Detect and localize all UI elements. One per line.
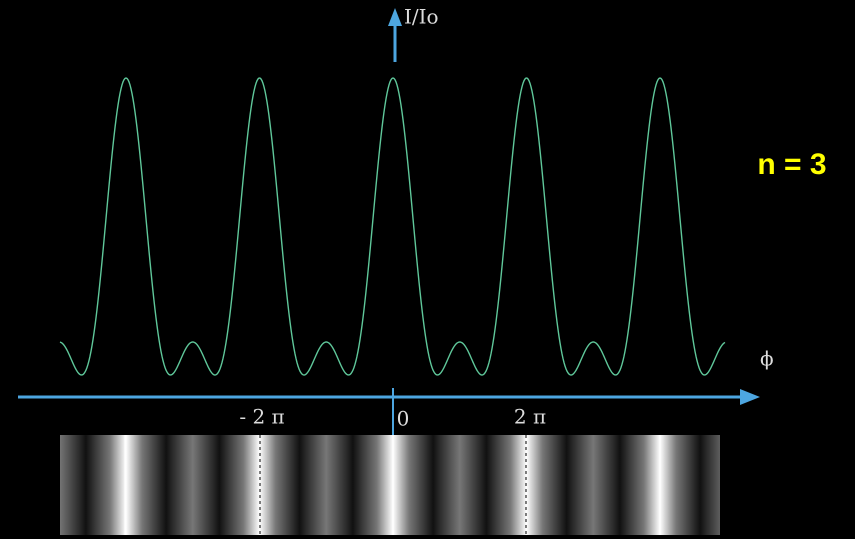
x-axis-label: ϕ bbox=[760, 347, 774, 371]
diagram: I/Io ϕ - 2 π 0 2 π n = 3 bbox=[0, 0, 855, 539]
slit-count: n = 3 bbox=[757, 148, 826, 181]
tick-label: 0 bbox=[397, 407, 410, 431]
y-axis-label: I/Io bbox=[404, 5, 439, 29]
tick-label: 2 π bbox=[514, 405, 546, 429]
tick-label: - 2 π bbox=[239, 405, 284, 429]
fringe-pattern bbox=[60, 435, 720, 535]
